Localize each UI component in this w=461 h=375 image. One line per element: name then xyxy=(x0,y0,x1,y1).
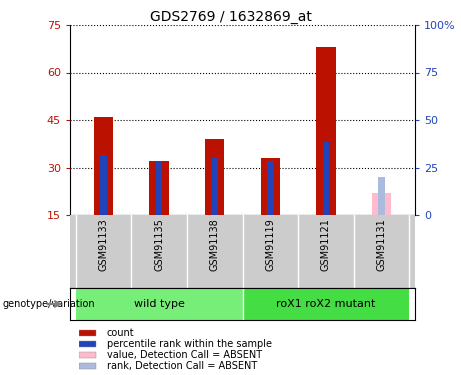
Bar xyxy=(79,330,96,336)
Bar xyxy=(316,47,336,215)
Text: GSM91133: GSM91133 xyxy=(98,218,108,271)
Bar xyxy=(372,193,391,215)
Text: genotype/variation: genotype/variation xyxy=(2,299,95,309)
Bar xyxy=(378,177,385,215)
Bar xyxy=(205,139,225,215)
Text: GSM91138: GSM91138 xyxy=(210,218,220,271)
Bar xyxy=(260,158,280,215)
Bar xyxy=(79,341,96,347)
Text: GSM91135: GSM91135 xyxy=(154,218,164,271)
Bar xyxy=(94,117,113,215)
Text: GDS2769 / 1632869_at: GDS2769 / 1632869_at xyxy=(149,10,312,24)
Text: roX1 roX2 mutant: roX1 roX2 mutant xyxy=(276,299,376,309)
Bar xyxy=(267,161,274,215)
Text: rank, Detection Call = ABSENT: rank, Detection Call = ABSENT xyxy=(107,361,257,371)
Bar xyxy=(79,363,96,369)
Text: percentile rank within the sample: percentile rank within the sample xyxy=(107,339,272,349)
Bar xyxy=(76,288,242,320)
Text: count: count xyxy=(107,328,135,338)
Text: value, Detection Call = ABSENT: value, Detection Call = ABSENT xyxy=(107,350,262,360)
Bar xyxy=(242,288,409,320)
Text: GSM91131: GSM91131 xyxy=(377,218,387,271)
Bar xyxy=(79,352,96,358)
Bar xyxy=(156,161,162,215)
Bar xyxy=(323,142,329,215)
Bar xyxy=(211,158,218,215)
Bar xyxy=(100,155,107,215)
Text: GSM91121: GSM91121 xyxy=(321,218,331,271)
Text: GSM91119: GSM91119 xyxy=(266,218,275,271)
Bar xyxy=(149,161,169,215)
Text: wild type: wild type xyxy=(134,299,184,309)
